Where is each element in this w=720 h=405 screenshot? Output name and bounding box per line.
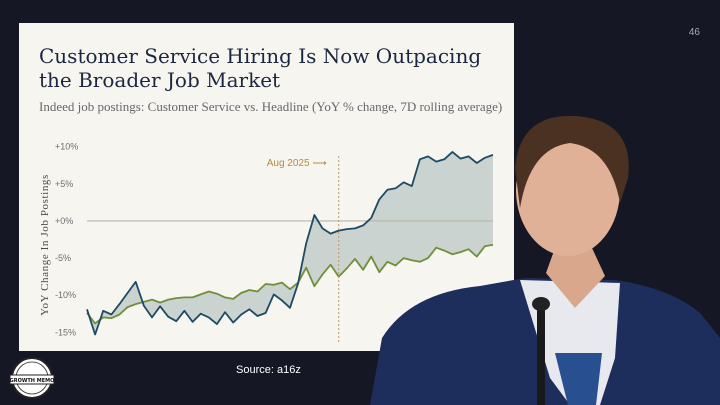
axis-layer: +10% +5% +0% -5% -10% -15% bbox=[55, 142, 493, 337]
speaker-photo bbox=[370, 115, 720, 405]
y-tick-label: -10% bbox=[55, 290, 76, 300]
chart-title: Customer Service Hiring Is Now Outpacing… bbox=[39, 44, 482, 92]
chart-card: +10% +5% +0% -5% -10% -15% Aug 2025 ⟶ YoY Cha… bbox=[19, 23, 514, 351]
y-tick-label: +10% bbox=[55, 142, 78, 152]
source-caption: Source: a16z bbox=[236, 364, 301, 376]
gap-fill bbox=[87, 151, 493, 335]
y-tick-label: +0% bbox=[55, 216, 73, 226]
series-line-headline bbox=[86, 243, 494, 325]
series-line-layer bbox=[86, 150, 494, 336]
slide-number: 46 bbox=[688, 27, 700, 38]
line-chart: +10% +5% +0% -5% -10% -15% Aug 2025 ⟶ YoY Cha… bbox=[39, 142, 494, 344]
y-tick-label: -5% bbox=[55, 253, 71, 263]
y-tick-label: -15% bbox=[55, 327, 76, 337]
gap-fill-layer bbox=[87, 151, 493, 335]
annotation-label: Aug 2025 ⟶ bbox=[267, 158, 327, 169]
y-tick-label: +5% bbox=[55, 179, 73, 189]
annotation-layer: Aug 2025 ⟶ bbox=[267, 156, 340, 344]
chart-subtitle: Indeed job postings: Customer Service vs… bbox=[39, 99, 503, 114]
series-line-customer-service bbox=[86, 150, 494, 336]
growth-memo-logo: GROWTH MEMO bbox=[9, 357, 55, 399]
logo-wordmark: GROWTH MEMO bbox=[10, 378, 55, 384]
y-axis-label: YoY Change In Job Postings bbox=[39, 174, 51, 316]
